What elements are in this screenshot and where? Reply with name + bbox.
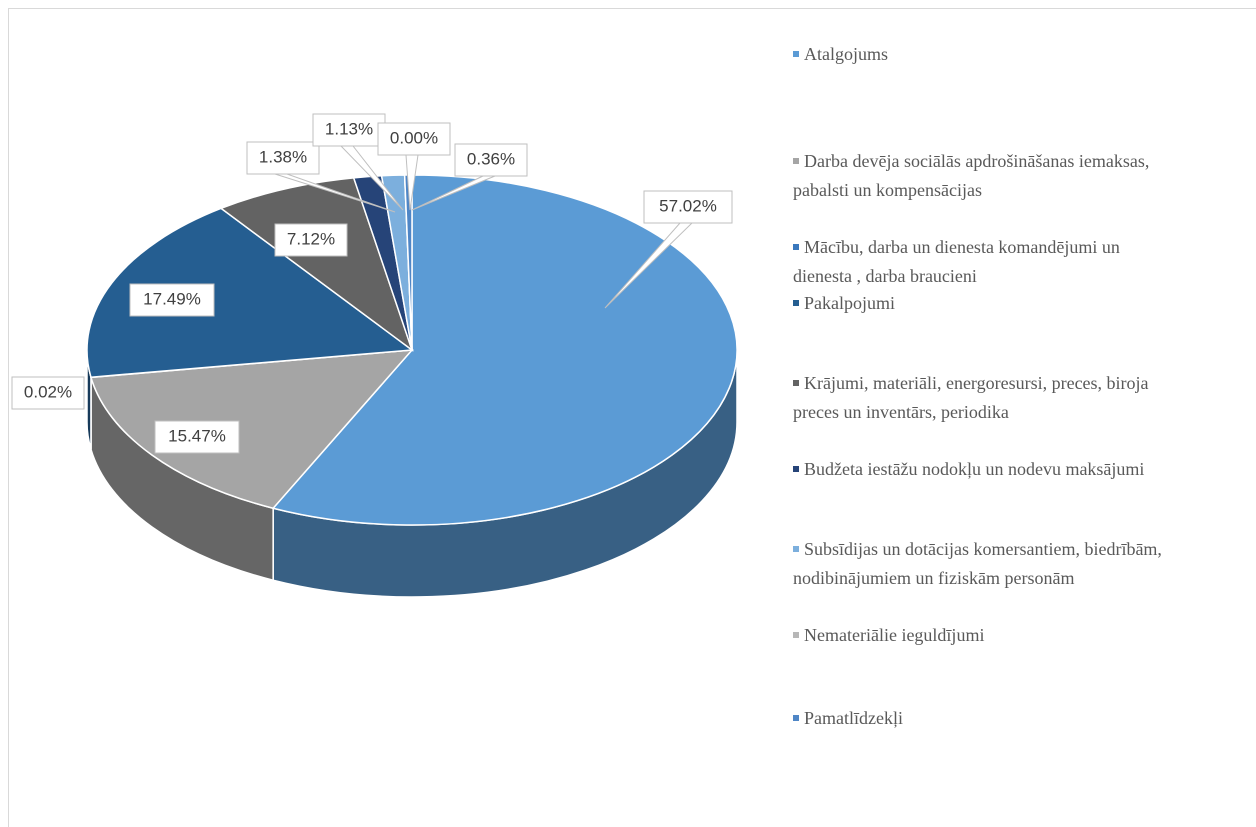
data-label: 0.00% <box>390 128 438 147</box>
chart: 57.02% 15.47% 0.02% 17.49% 7.12% 1.38% 1.13% 0.… <box>11 113 738 598</box>
legend-marker <box>793 50 799 57</box>
legend-entry: Atalgojums <box>793 40 1173 69</box>
data-label: 17.49% <box>143 289 201 308</box>
legend-marker <box>793 465 799 472</box>
data-label: 57.02% <box>659 196 717 215</box>
legend-label: Mācību, darba un dienesta komandējumi un… <box>793 237 1120 286</box>
data-label-box <box>454 143 528 177</box>
legend-entry: Krājumi, materiāli, energoresursi, prece… <box>793 369 1173 427</box>
legend-marker <box>793 299 799 306</box>
legend-entry: Budžeta iestāžu nodokļu un nodevu maksāj… <box>793 455 1173 484</box>
data-label: 1.13% <box>325 119 373 138</box>
slice <box>86 207 415 378</box>
data-label: 15.47% <box>168 426 226 445</box>
legend-entry: Subsīdijas un dotācijas komersantiem, bi… <box>793 535 1173 593</box>
legend-label: Pamatlīdzekļi <box>804 708 903 728</box>
data-label: 7.12% <box>287 229 335 248</box>
legend-entry: Pakalpojumi <box>793 289 1173 318</box>
legend-label: Darba devēja sociālās apdrošināšanas iem… <box>793 151 1150 200</box>
data-label-box <box>129 283 215 317</box>
legend-marker <box>793 157 799 164</box>
data-label: 1.38% <box>259 147 307 166</box>
legend-entry: Mācību, darba un dienesta komandējumi un… <box>793 233 1173 291</box>
slice <box>219 177 414 353</box>
legend-marker <box>793 243 799 250</box>
chart-frame <box>8 8 1256 827</box>
slice <box>90 349 414 510</box>
legend-label: Atalgojums <box>804 44 888 64</box>
data-label-box <box>643 190 733 224</box>
data-label-box <box>246 141 320 175</box>
data-label-box <box>274 223 348 257</box>
legend-label: Budžeta iestāžu nodokļu un nodevu maksāj… <box>804 459 1145 479</box>
legend-label: Nemateriālie ieguldījumi <box>804 625 985 645</box>
data-label-box <box>312 113 386 147</box>
data-label: 0.02% <box>24 382 72 401</box>
data-label-box <box>11 376 85 410</box>
data-label-box <box>377 122 451 156</box>
legend-entry: Pamatlīdzekļi <box>793 704 1173 733</box>
slice <box>271 174 738 526</box>
legend-entry: Nemateriālie ieguldījumi <box>793 621 1173 650</box>
data-label: 0.36% <box>467 149 515 168</box>
legend-marker <box>793 714 799 721</box>
legend-label: Pakalpojumi <box>804 293 895 313</box>
legend-label: Subsīdijas un dotācijas komersantiem, bi… <box>793 539 1162 588</box>
legend-marker <box>793 631 799 638</box>
legend-entry: Darba devēja sociālās apdrošināšanas iem… <box>793 147 1173 205</box>
legend-marker <box>793 379 799 386</box>
legend-marker <box>793 545 799 552</box>
data-label-box <box>154 420 240 454</box>
legend-label: Krājumi, materiāli, energoresursi, prece… <box>793 373 1149 422</box>
